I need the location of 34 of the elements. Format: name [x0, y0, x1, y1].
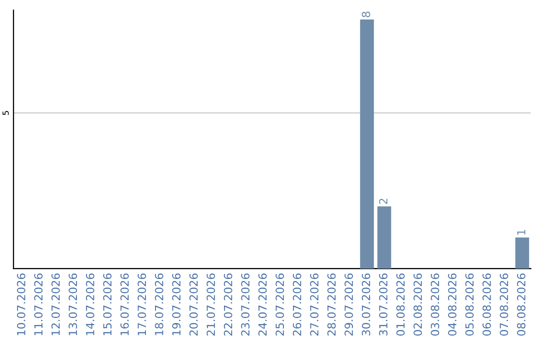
x-tick-label: 18.07.2026 [154, 273, 164, 336]
x-tick-label: 08.08.2026 [517, 273, 526, 336]
x-tick-label: 16.07.2026 [120, 273, 129, 336]
x-tick-label: 29.07.2026 [344, 273, 353, 336]
data-label: 8 [362, 12, 370, 18]
x-tick-label: 21.07.2026 [206, 273, 216, 336]
x-tick-label: 05.08.2026 [465, 273, 474, 336]
x-tick-label: 15.07.2026 [103, 273, 112, 336]
x-tick-label: 27.07.2026 [310, 273, 318, 336]
x-tick-label: 31.07.2026 [379, 273, 388, 336]
x-tick-label: 04.08.2026 [448, 273, 456, 336]
x-tick-label: 12.07.2026 [51, 273, 60, 336]
x-tick-label: 03.08.2026 [430, 273, 440, 336]
x-tick-label: 13.07.2026 [68, 273, 78, 336]
x-tick-label: 06.08.2026 [482, 273, 491, 336]
ref-line-label: 5 [2, 111, 9, 115]
x-tick-label: 20.07.2026 [189, 273, 198, 336]
x-tick-label: 07.08.2026 [500, 273, 508, 336]
x-tick-label: 11.07.2026 [34, 273, 43, 336]
x-tick-label: 23.07.2026 [241, 273, 250, 336]
x-tick-label: 26.07.2026 [292, 273, 302, 336]
x-tick-label: 25.07.2026 [276, 273, 284, 336]
x-tick-label: 19.07.2026 [172, 273, 181, 336]
x-tick-label: 14.07.2026 [86, 273, 94, 336]
x-tick-label: 28.07.2026 [327, 273, 336, 336]
x-tick-label: 24.07.2026 [258, 273, 267, 336]
x-tick-label: 17.07.2026 [138, 273, 146, 336]
x-tick-label: 02.08.2026 [414, 273, 422, 336]
x-tick-label: 01.08.2026 [396, 273, 405, 336]
data-label: 2 [379, 198, 388, 204]
x-tick-label: 10.07.2026 [16, 273, 26, 336]
x-tick-label: 30.07.2026 [362, 273, 370, 336]
data-label: 1 [517, 230, 526, 235]
x-tick-label: 22.07.2026 [224, 273, 232, 336]
